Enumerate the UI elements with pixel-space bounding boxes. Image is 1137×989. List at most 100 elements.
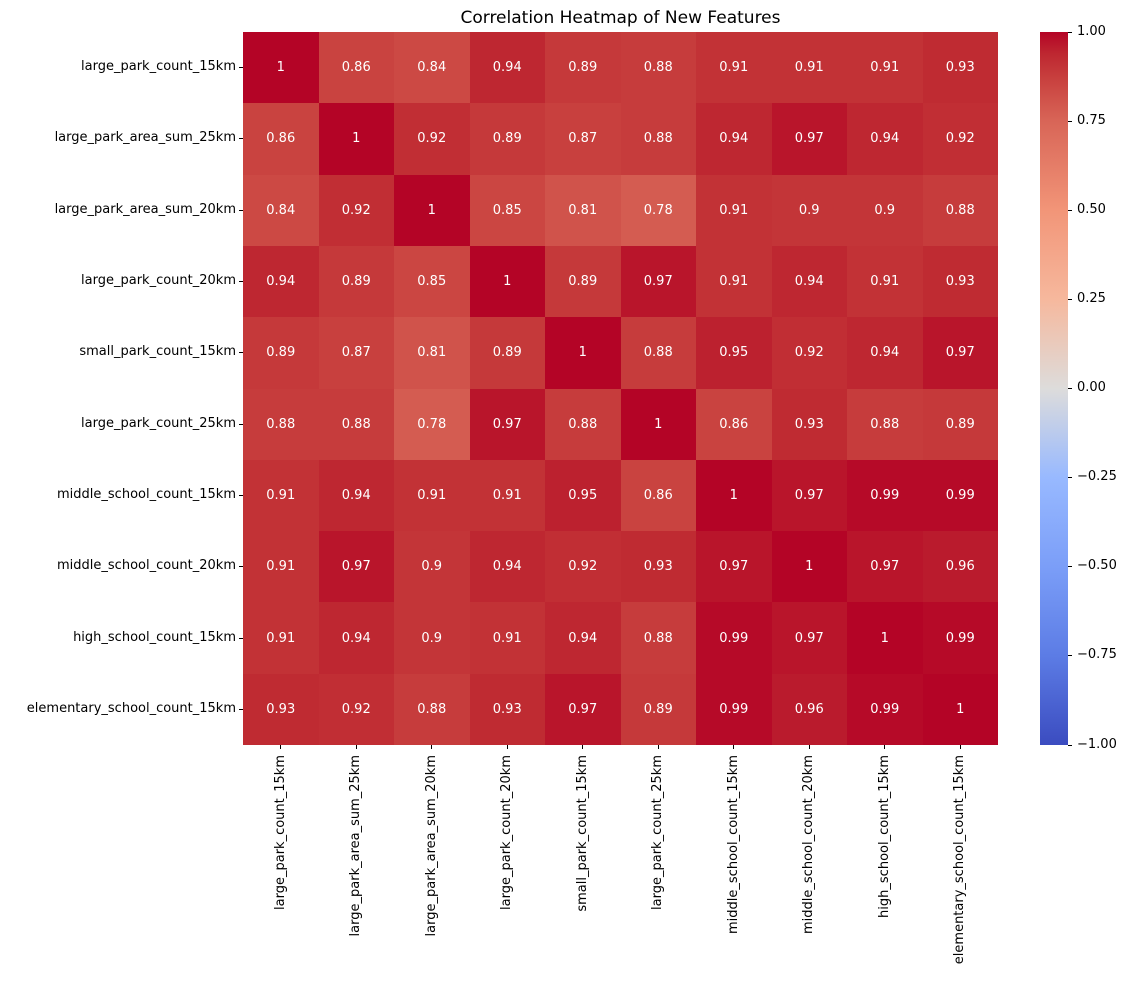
x-axis-label: large_park_count_15km [272,755,288,910]
colorbar-tick [1068,31,1072,33]
heatmap-cell: 0.94 [318,459,394,532]
y-tick [239,352,243,354]
heatmap-cell: 0.97 [545,673,621,745]
heatmap-cell: 0.91 [243,602,319,674]
x-tick [431,745,433,749]
y-axis-label: large_park_area_sum_25km [54,130,236,146]
x-axis-label: small_park_count_15km [574,755,590,912]
heatmap-cell: 0.95 [696,317,772,389]
heatmap-cell: 0.87 [545,103,621,175]
colorbar-tick [1068,298,1072,300]
heatmap-cell: 0.91 [847,245,923,318]
heatmap-cell: 0.97 [771,602,847,674]
heatmap-cell: 1 [545,317,621,389]
heatmap-cell: 0.91 [243,531,319,603]
heatmap-cell: 0.93 [771,388,847,460]
y-tick [239,494,243,496]
heatmap-cell: 0.89 [922,388,998,460]
heatmap-cell: 0.93 [922,245,998,318]
heatmap-cell: 0.89 [469,103,545,175]
x-tick [733,745,735,749]
heatmap-cell: 0.92 [545,531,621,603]
heatmap-cell: 0.97 [318,531,394,603]
heatmap-cell: 0.99 [847,673,923,745]
colorbar [1040,32,1068,745]
colorbar-tick [1068,477,1072,479]
heatmap-cell: 1 [243,32,319,104]
colorbar-tick-label: −0.25 [1077,469,1117,485]
x-tick [884,745,886,749]
colorbar-tick [1068,120,1072,122]
heatmap-cell: 0.99 [922,459,998,532]
colorbar-tick-label: 0.50 [1077,201,1106,217]
heatmap-cell: 0.93 [620,531,696,603]
x-tick [959,745,961,749]
x-axis-label: large_park_count_25km [650,755,666,910]
heatmap-cell: 0.88 [620,317,696,389]
heatmap-cell: 0.94 [545,602,621,674]
y-tick [239,566,243,568]
heatmap-cell: 0.88 [318,388,394,460]
x-tick [506,745,508,749]
heatmap-cell: 0.9 [394,531,470,603]
heatmap-cell: 1 [469,245,545,318]
heatmap-cell: 0.89 [318,245,394,318]
colorbar-tick [1068,744,1072,746]
heatmap-cell: 0.87 [318,317,394,389]
heatmap-cell: 0.91 [469,459,545,532]
heatmap-cell: 0.92 [771,317,847,389]
heatmap-cell: 0.94 [243,245,319,318]
heatmap-cell: 0.78 [620,174,696,246]
heatmap-cell: 0.99 [847,459,923,532]
heatmap-cell: 0.9 [771,174,847,246]
heatmap-cell: 0.86 [620,459,696,532]
heatmap-cell: 0.88 [620,32,696,104]
heatmap-cell: 1 [696,459,772,532]
y-tick [239,637,243,639]
heatmap-cell: 0.99 [696,602,772,674]
heatmap-cell: 0.81 [394,317,470,389]
colorbar-tick-label: −1.00 [1077,736,1117,752]
y-axis-label: middle_school_count_20km [57,558,236,574]
heatmap-cell: 0.86 [696,388,772,460]
heatmap-cell: 0.88 [620,602,696,674]
heatmap-cell: 0.88 [620,103,696,175]
heatmap-cell: 0.92 [318,174,394,246]
heatmap-cell: 0.94 [469,531,545,603]
heatmap-cell: 0.96 [922,531,998,603]
y-axis-label: large_park_area_sum_20km [54,201,236,217]
heatmap-cell: 0.81 [545,174,621,246]
heatmap-grid: 1 0.86 0.84 0.94 0.89 0.88 0.91 0.91 0.91 0.93 0.8… [243,32,998,745]
x-axis-label: large_park_area_sum_20km [423,755,439,937]
chart-title: Correlation Heatmap of New Features [460,8,781,28]
colorbar-tick [1068,209,1072,211]
heatmap-cell: 0.88 [394,673,470,745]
y-tick [239,423,243,425]
heatmap-cell: 0.84 [394,32,470,104]
heatmap-cell: 0.86 [318,32,394,104]
x-axis-label: large_park_area_sum_25km [348,755,364,937]
x-tick [808,745,810,749]
colorbar-tick-label: 0.25 [1077,290,1106,306]
heatmap-cell: 0.94 [696,103,772,175]
heatmap-cell: 0.91 [771,32,847,104]
heatmap-cell: 1 [771,531,847,603]
y-tick [239,281,243,283]
y-axis-label: elementary_school_count_15km [26,700,236,716]
heatmap-cell: 0.89 [545,32,621,104]
heatmap-cell: 0.92 [394,103,470,175]
y-tick [239,209,243,211]
y-axis-label: large_park_count_20km [81,273,236,289]
x-axis-label: middle_school_count_20km [801,755,817,934]
y-tick [239,138,243,140]
heatmap-cell: 0.78 [394,388,470,460]
heatmap-cell: 0.86 [243,103,319,175]
heatmap-cell: 0.97 [771,459,847,532]
heatmap-cell: 1 [318,103,394,175]
colorbar-tick [1068,566,1072,568]
heatmap-cell: 0.94 [847,103,923,175]
heatmap-cell: 0.93 [243,673,319,745]
x-tick [582,745,584,749]
heatmap-cell: 0.91 [394,459,470,532]
heatmap-cell: 0.89 [469,317,545,389]
